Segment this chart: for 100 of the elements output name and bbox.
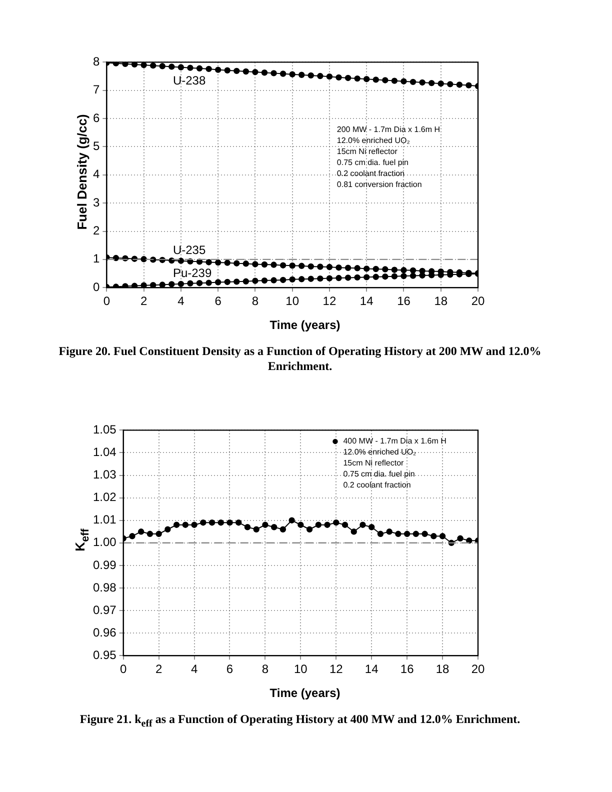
point <box>156 530 162 537</box>
annotation: 0.81 conversion fraction <box>336 180 422 190</box>
point <box>317 72 324 80</box>
point <box>129 533 136 540</box>
point <box>252 261 258 268</box>
point <box>131 282 138 288</box>
point <box>386 528 392 535</box>
series-label: Pu-239 <box>172 266 212 280</box>
point <box>131 62 138 68</box>
point <box>140 62 147 68</box>
point <box>391 273 398 280</box>
point <box>400 272 407 280</box>
point <box>214 259 222 266</box>
point <box>382 274 388 280</box>
y-tick-label: 1 <box>92 252 100 266</box>
point <box>159 63 166 70</box>
point <box>270 262 277 268</box>
annotation: 12.0% enriched UO₂ <box>336 136 410 146</box>
point <box>252 68 258 76</box>
point <box>187 280 194 286</box>
point <box>261 277 268 284</box>
point <box>270 524 278 530</box>
point <box>439 533 446 540</box>
point <box>368 524 375 530</box>
point <box>336 74 342 81</box>
point <box>457 535 464 542</box>
y-tick-label: 1.05 <box>92 422 117 437</box>
point <box>178 280 184 288</box>
point <box>234 260 240 266</box>
point <box>400 78 407 84</box>
point <box>410 78 416 86</box>
point <box>395 530 402 537</box>
point <box>140 256 147 262</box>
point <box>288 517 295 524</box>
point <box>224 278 230 286</box>
y-tick-label: 6 <box>92 110 100 125</box>
point <box>112 254 120 262</box>
point <box>306 526 313 532</box>
point <box>456 82 463 88</box>
x-tick-label: 0 <box>120 662 128 676</box>
point <box>430 533 437 540</box>
y-tick-label: 1.01 <box>92 512 117 527</box>
point <box>196 280 203 286</box>
point <box>298 72 305 78</box>
point <box>224 67 230 74</box>
x-tick-label: 18 <box>434 294 448 308</box>
point <box>164 526 171 532</box>
x-tick-label: 16 <box>400 662 414 676</box>
point <box>262 522 268 528</box>
x-tick-label: 10 <box>294 662 308 676</box>
y-tick-label: 0.99 <box>92 558 117 572</box>
point <box>214 279 222 286</box>
point <box>447 81 454 88</box>
y-tick-label: 0.97 <box>92 602 117 617</box>
point <box>326 73 333 80</box>
y-tick-label: 1.02 <box>92 490 117 504</box>
point <box>182 522 189 528</box>
point <box>344 264 352 271</box>
x-tick-label: 20 <box>471 294 485 308</box>
point <box>344 74 352 82</box>
point <box>372 274 379 280</box>
y-tick-label: 0.95 <box>92 648 117 662</box>
point <box>364 274 370 280</box>
point <box>146 530 154 537</box>
x-tick-label: 2 <box>140 294 148 308</box>
point <box>422 530 428 537</box>
y-tick-label: 0.96 <box>92 625 117 640</box>
annotation: 200 MW - 1.7m Dia x 1.6m H <box>336 125 440 134</box>
point <box>466 538 472 544</box>
x-tick-label: 20 <box>471 662 485 676</box>
legend-label: 400 MW - 1.7m Dia x 1.6m H <box>343 436 447 446</box>
point <box>150 282 156 288</box>
x-tick-label: 4 <box>190 662 198 676</box>
x-tick-label: 2 <box>155 662 162 676</box>
x-tick-label: 10 <box>286 294 300 308</box>
annotation: 0.2 coolant fraction <box>336 169 405 178</box>
point <box>326 264 333 270</box>
point <box>336 264 342 271</box>
point <box>224 260 230 266</box>
point <box>289 71 296 78</box>
x-tick-label: 8 <box>252 294 259 308</box>
x-tick-label: 6 <box>214 294 222 308</box>
y-tick-label: 8 <box>92 54 100 69</box>
point <box>404 530 410 537</box>
point <box>400 267 407 274</box>
point <box>412 530 420 537</box>
annotation: 0.2 coolant fraction <box>343 480 411 490</box>
x-tick-label: 4 <box>178 294 185 308</box>
point <box>438 80 444 87</box>
point <box>364 266 370 272</box>
point <box>382 266 388 272</box>
point <box>354 265 360 272</box>
point <box>261 70 268 76</box>
point <box>372 76 379 83</box>
point <box>280 276 286 284</box>
series-label: U-235 <box>172 243 206 258</box>
y-tick-label: 1.00 <box>92 535 117 550</box>
annotation: 0.75 cm dia. fuel pin <box>336 158 409 168</box>
x-tick-label: 12 <box>322 294 336 308</box>
point <box>178 64 184 70</box>
